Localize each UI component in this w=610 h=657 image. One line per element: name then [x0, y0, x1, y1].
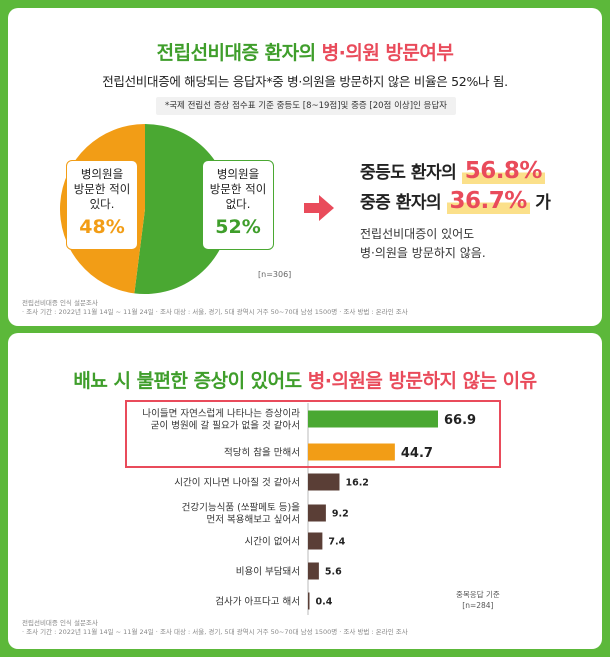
bar-value-label: 0.4: [316, 597, 333, 608]
highlight-box: [125, 400, 501, 468]
bar-category-label: 굳이 병원에 갈 필요가 없을 것 같아서: [151, 420, 300, 432]
source-line: · 조사 기간 : 2022년 11월 14일 ~ 11월 24일 · 조사 대…: [22, 308, 408, 316]
pie-n-note: [n=306]: [258, 270, 292, 279]
reasons-panel: 배뇨 시 불편한 증상이 있어도 병·의원을 방문하지 않는 이유 66.9 나이…: [8, 333, 602, 649]
result-moderate-value: 56.8%: [461, 158, 545, 184]
panel1-title: 전립선비대증 환자의 병·의원 방문여부: [8, 38, 602, 65]
bar-category-label: 시간이 없어서: [245, 536, 300, 548]
chart-note: 중복응답 기준 [n=284]: [456, 589, 500, 611]
bar-value-label: 16.2: [345, 478, 368, 489]
chart-note-line: 중복응답 기준: [456, 590, 500, 599]
bar-category-label: 검사가 아프다고 해서: [215, 596, 300, 608]
pie-label-not-visited-line: 없다.: [225, 197, 251, 211]
pie-panel: 전립선비대증 환자의 병·의원 방문여부 전립선비대증에 해당되는 응답자*중 …: [8, 8, 602, 326]
bar: [308, 410, 438, 428]
bar: [308, 532, 323, 550]
panel2-source: 전립선비대증 인식 설문조사 · 조사 기간 : 2022년 11월 14일 ~…: [22, 619, 408, 637]
bar: [308, 562, 319, 580]
arrow-right-icon: [304, 195, 334, 221]
chart-note-line: [n=284]: [462, 601, 494, 610]
result-moderate: 중등도 환자의 56.8%: [360, 158, 545, 184]
panel1-source: 전립선비대증 인식 설문조사 · 조사 기간 : 2022년 11월 14일 ~…: [22, 299, 408, 317]
bar: [308, 504, 326, 522]
panel1-title-main: 전립선비대증 환자의: [156, 42, 322, 64]
panel2-title: 배뇨 시 불편한 증상이 있어도 병·의원을 방문하지 않는 이유: [8, 366, 602, 393]
result-description-line: 전립선비대증이 있어도: [360, 227, 475, 241]
bar-category-label: 적당히 참을 만해서: [224, 447, 300, 459]
result-moderate-label: 중등도 환자의: [360, 163, 457, 183]
result-severe: 중증 환자의 36.7% 가: [360, 188, 551, 214]
bar-category-label: 먼저 복용해보고 싶어서: [207, 514, 300, 526]
bar-category-label: 비용이 부담돼서: [236, 566, 300, 578]
source-line: 전립선비대증 인식 설문조사: [22, 299, 98, 307]
bar-category-label: 건강기능식품 (쏘팔메토 등)을: [182, 502, 301, 514]
respondent-note: *국제 전립선 증상 점수표 기준 중등도 [8~19점]및 중증 [20점 이…: [156, 97, 456, 115]
source-line: 전립선비대증 인식 설문조사: [22, 619, 98, 627]
pie-label-visited-line: 병의원을: [80, 167, 124, 181]
source-line: · 조사 기간 : 2022년 11월 14일 ~ 11월 24일 · 조사 대…: [22, 628, 408, 636]
panel2-title-accent: 병·의원을 방문하지 않는 이유: [307, 370, 537, 392]
bar-value-label: 66.9: [444, 413, 476, 428]
result-severe-value: 36.7%: [446, 188, 530, 214]
bar-value-label: 44.7: [401, 446, 433, 461]
panel2-title-main: 배뇨 시 불편한 증상이 있어도: [73, 370, 308, 392]
panel1-title-accent: 병·의원 방문여부: [321, 42, 454, 64]
bar-category-label: 시간이 지나면 나아질 것 같아서: [174, 477, 300, 489]
result-severe-suffix: 가: [535, 193, 551, 213]
pie-label-not-visited-line: 방문한 적이: [209, 182, 267, 196]
pie-pct-visited: 48%: [79, 216, 125, 238]
bar: [308, 473, 340, 491]
bar-value-label: 7.4: [328, 537, 345, 548]
pie-label-not-visited-line: 병의원을: [216, 167, 260, 181]
bar-value-label: 9.2: [332, 509, 349, 520]
bar-value-label: 5.6: [325, 567, 342, 578]
bar: [308, 443, 395, 461]
result-description: 전립선비대증이 있어도 병·의원을 방문하지 않음.: [360, 225, 486, 263]
pie-label-visited-line: 있다.: [89, 197, 115, 211]
pie-pct-not-visited: 52%: [215, 216, 261, 238]
result-severe-label: 중증 환자의: [360, 193, 442, 213]
panel1-subtitle: 전립선비대증에 해당되는 응답자*중 병·의원을 방문하지 않은 비율은 52%…: [102, 74, 508, 89]
bar-category-label: 나이들면 자연스럽게 나타나는 증상이라: [142, 409, 300, 420]
bar: [308, 592, 310, 610]
pie-label-not-visited: 병의원을 방문한 적이 없다. 52%: [202, 160, 274, 250]
pie-label-visited: 병의원을 방문한 적이 있다. 48%: [66, 160, 138, 250]
pie-label-visited-line: 방문한 적이: [73, 182, 131, 196]
result-description-line: 병·의원을 방문하지 않음.: [360, 246, 486, 260]
